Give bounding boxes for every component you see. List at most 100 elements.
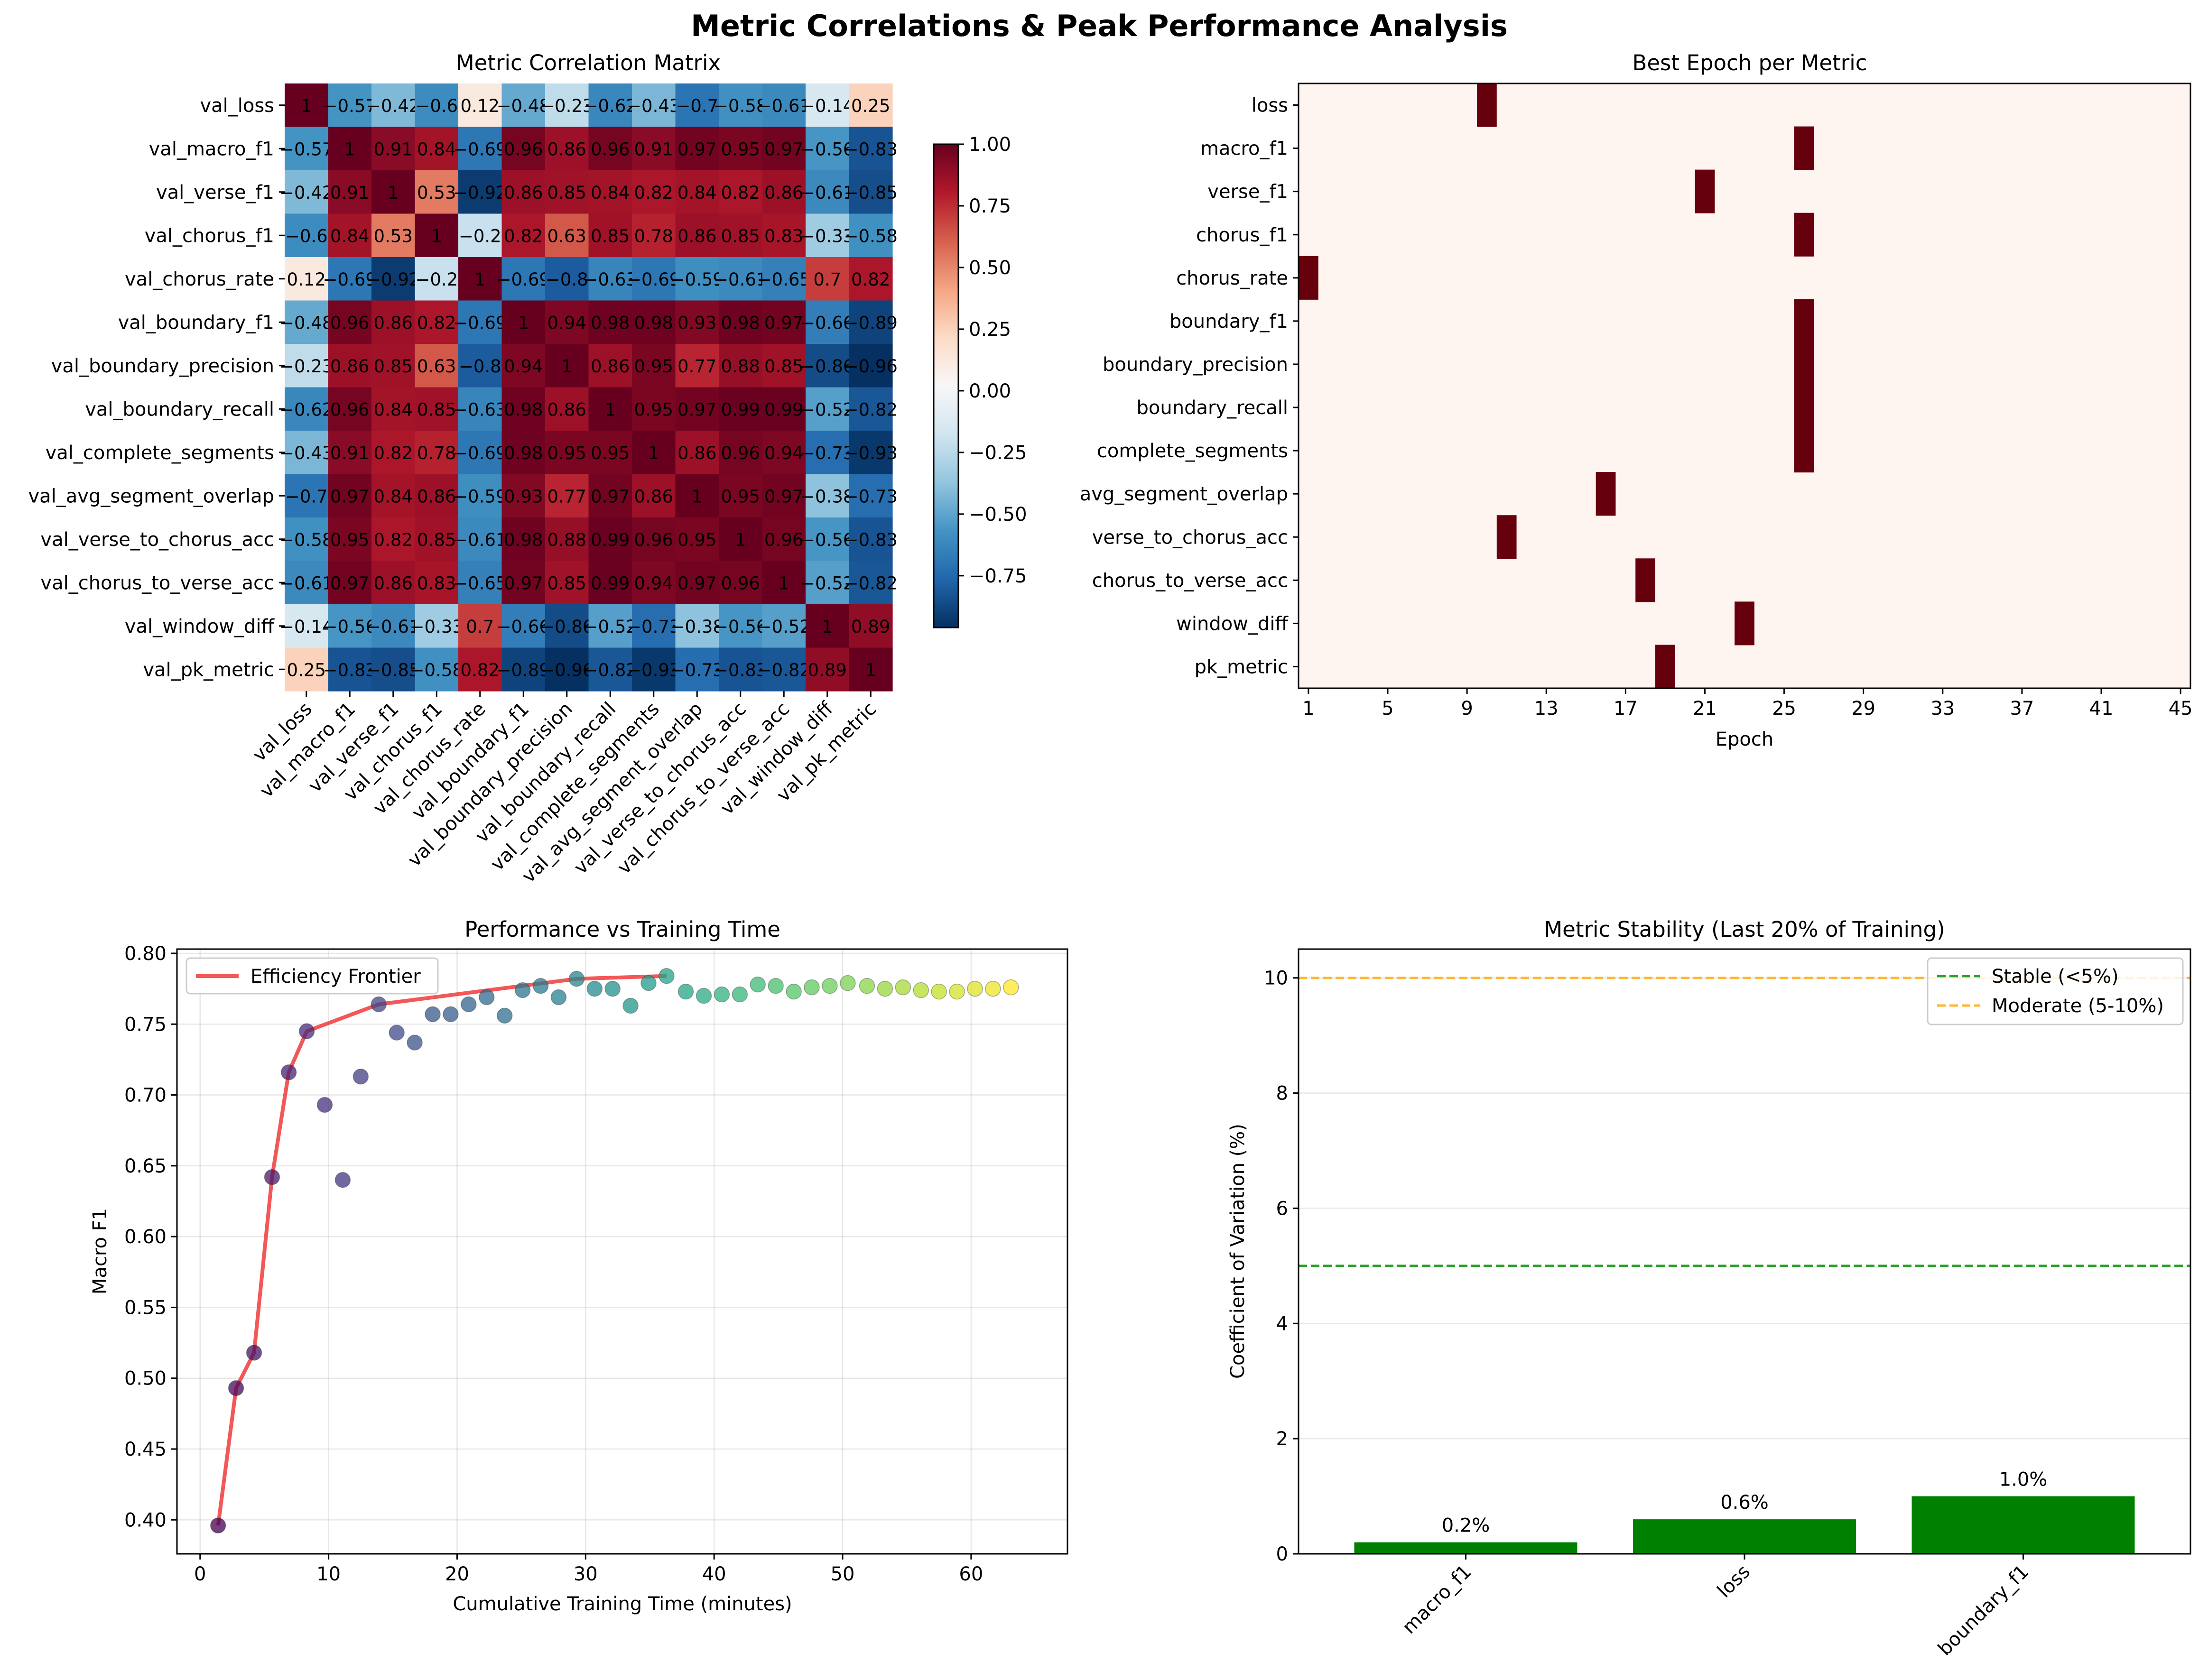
correlation-value: −0.38 [670, 617, 724, 637]
best-epoch-mark [1655, 645, 1675, 689]
performance-point [280, 1064, 297, 1080]
correlation-value: 0.85 [547, 183, 586, 203]
correlation-cell [285, 170, 329, 214]
correlation-cell [675, 517, 719, 562]
correlation-value: 0.84 [330, 226, 369, 246]
correlation-value: −0.58 [410, 660, 464, 680]
correlation-value: 0.86 [417, 486, 456, 507]
correlation-cell [762, 387, 806, 431]
correlation-value: −0.62 [584, 96, 637, 116]
correlation-cell [806, 83, 850, 128]
correlation-cell [285, 387, 329, 431]
correlation-value: 0.97 [677, 573, 716, 593]
performance-point [461, 996, 477, 1013]
correlation-cell [588, 387, 632, 431]
correlation-cell [675, 647, 719, 692]
correlation-value: 0.98 [591, 313, 630, 333]
correlation-value: 1 [388, 183, 399, 203]
correlation-row-label: val_chorus_rate [125, 268, 274, 290]
correlation-cell [719, 300, 763, 344]
correlation-row-labels: val_loss val_macro_f1 val_verse_f1 val_chor… [28, 95, 285, 681]
best-epoch-mark [1794, 386, 1814, 430]
best-epoch-mark [1596, 472, 1616, 516]
stability-y-tick-label: 4 [1276, 1313, 1288, 1335]
correlation-cell [415, 83, 459, 128]
correlation-cell [285, 127, 329, 171]
correlation-cell [285, 257, 329, 301]
correlation-cell [415, 604, 459, 648]
performance-y-tick-label: 0.70 [124, 1085, 167, 1107]
correlation-cell [371, 257, 416, 301]
correlation-cell [458, 647, 502, 692]
correlation-value: 0.99 [591, 530, 630, 550]
correlation-value: 0.12 [461, 96, 500, 116]
performance-x-tick-label: 10 [316, 1563, 341, 1585]
correlation-value: −0.63 [584, 269, 637, 290]
correlation-cells: 1 −0.57−0.42−0.6 0.12−0.48−0.23−0.62−0.43−… [279, 83, 898, 692]
performance-point [298, 1023, 315, 1039]
performance-point [840, 975, 856, 991]
correlation-value: −0.43 [279, 443, 333, 463]
correlation-value: 1 [778, 573, 789, 593]
stability-panel: Metric Stability (Last 20% of Training) … [1227, 917, 2191, 1660]
correlation-value: −0.82 [757, 660, 811, 680]
stability-y-tick-label: 8 [1276, 1083, 1288, 1105]
correlation-value: 0.96 [591, 139, 630, 159]
correlation-cell [762, 561, 806, 605]
correlation-colorbar: 1.00 0.75 0.50 0.25 0.00 −0.25 −0.50 −0.75 [933, 134, 1027, 628]
best-epoch-x-tick-label: 5 [1382, 698, 1393, 720]
legend-efficiency-frontier: Efficiency Frontier [251, 966, 421, 988]
best-epoch-row-label: chorus_rate [1176, 268, 1288, 289]
correlation-cell [762, 127, 806, 171]
correlation-row-label: val_boundary_precision [51, 355, 274, 377]
correlation-cell [458, 344, 502, 388]
correlation-value: 1 [431, 226, 442, 246]
performance-point [877, 980, 893, 997]
correlation-value: −0.59 [670, 269, 724, 290]
correlation-cell [762, 517, 806, 562]
performance-point [1003, 979, 1019, 996]
correlation-value: 0.53 [374, 226, 413, 246]
correlation-cell [501, 517, 546, 562]
correlation-row-label: val_loss [200, 95, 274, 117]
correlation-value: −0.62 [279, 399, 333, 420]
best-epoch-mark [1299, 256, 1318, 300]
best-epoch-row-label: verse_to_chorus_acc [1092, 526, 1288, 548]
correlation-row-label: val_chorus_to_verse_acc [40, 572, 274, 594]
best-epoch-x-tick-label: 9 [1461, 698, 1473, 720]
correlation-value: 0.98 [504, 443, 543, 463]
correlation-value: −0.82 [584, 660, 637, 680]
correlation-value: −0.8 [459, 356, 501, 377]
stability-plot-area [1299, 949, 2190, 1554]
correlation-value: 0.77 [677, 356, 716, 377]
correlation-cell [328, 604, 372, 648]
correlation-value: 0.91 [634, 139, 673, 159]
correlation-value: 0.97 [764, 139, 803, 159]
correlation-value: 0.98 [634, 313, 673, 333]
correlation-cell [806, 344, 850, 388]
correlation-value: 1 [691, 486, 703, 507]
correlation-cell [501, 344, 546, 388]
colorbar-tick-label: 0.00 [969, 380, 1011, 402]
performance-point [822, 978, 838, 994]
correlation-value: 0.86 [374, 313, 413, 333]
correlation-value: −0.69 [453, 443, 507, 463]
correlation-value: 0.84 [677, 183, 716, 203]
correlation-value: −0.14 [279, 617, 333, 637]
correlation-value: 0.7 [466, 617, 494, 637]
correlation-value: −0.57 [323, 96, 377, 116]
stability-bar-label: 0.6% [1720, 1492, 1769, 1514]
correlation-value: 0.89 [808, 660, 847, 680]
correlation-cell [458, 170, 502, 214]
performance-x-tick-label: 30 [574, 1563, 598, 1585]
correlation-value: 0.82 [374, 530, 413, 550]
correlation-cell [371, 474, 416, 518]
figure-title: Metric Correlations & Peak Performance A… [691, 9, 1508, 43]
correlation-value: −0.7 [676, 96, 718, 116]
correlation-cell [762, 300, 806, 344]
correlation-cell [632, 561, 676, 605]
best-epoch-mark [1794, 212, 1814, 257]
correlation-value: −0.33 [410, 617, 464, 637]
best-epoch-row-label: macro_f1 [1200, 138, 1288, 160]
best-epoch-frame [1298, 83, 2191, 689]
